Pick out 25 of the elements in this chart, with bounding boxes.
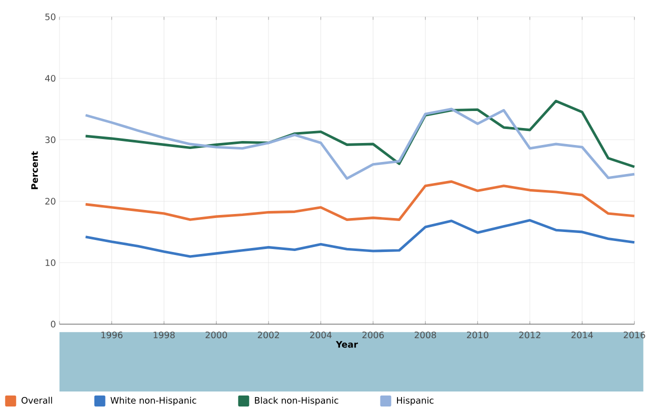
y-tick-label: 50: [45, 13, 56, 20]
legend-label: White non-Hispanic: [110, 396, 196, 406]
x-tick-label: 2010: [466, 331, 488, 338]
x-tick-label: 2004: [310, 331, 332, 338]
x-tick-label: 2000: [206, 331, 227, 338]
line-series: [84, 218, 636, 258]
x-tick-label: 2006: [362, 331, 384, 338]
y-tick-label: 40: [45, 74, 56, 82]
legend-label: Hispanic: [397, 396, 434, 406]
y-tick-label: 10: [46, 259, 56, 266]
x-tick-label: 2002: [258, 331, 279, 338]
y-axis-title: Percent: [31, 151, 38, 189]
line-series: [84, 180, 636, 221]
x-tick-label: 2012: [519, 331, 540, 338]
x-tick-label: 1996: [101, 331, 122, 338]
x-tick-label: 2014: [571, 331, 593, 338]
line-series: [84, 108, 636, 180]
legend-label: Black non-Hispanic: [254, 396, 338, 406]
y-tick-label: 30: [45, 136, 56, 143]
legend-label: Overall: [22, 396, 52, 404]
x-axis-title: Year: [336, 340, 358, 348]
x-tick-label: 2008: [414, 331, 436, 338]
x-tick-label: 1998: [154, 331, 175, 338]
y-tick-label: 20: [45, 198, 56, 204]
y-tick-label: 0: [50, 320, 56, 328]
